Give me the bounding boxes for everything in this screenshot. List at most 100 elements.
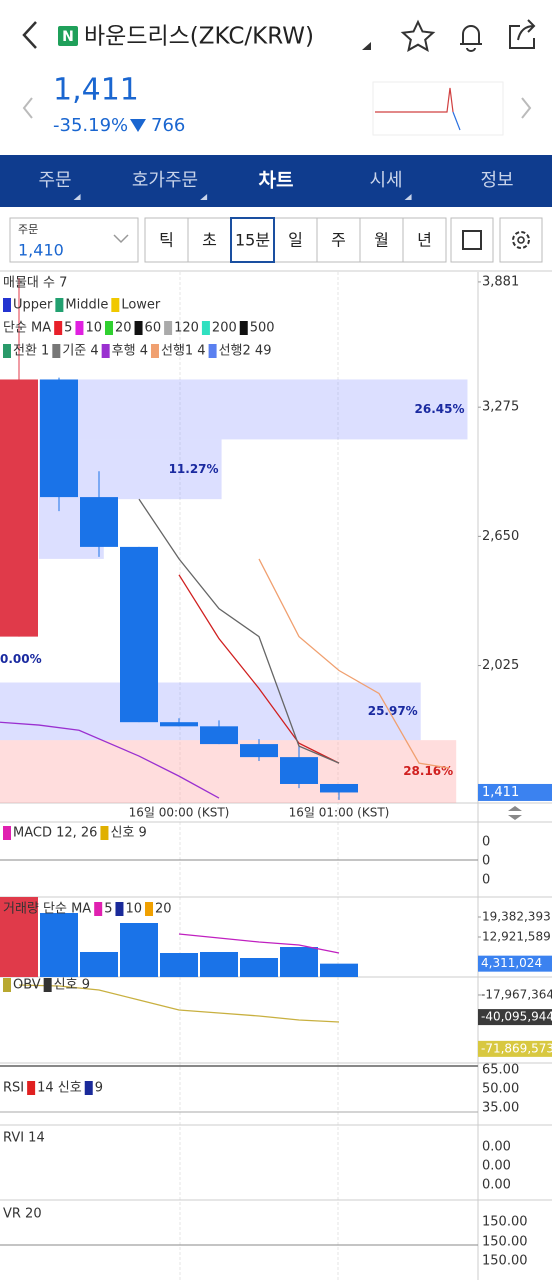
interval-label: 주 (331, 231, 346, 250)
macd-label: 0 (482, 835, 490, 850)
vr-label: 150.00 (482, 1215, 528, 1230)
settings-button[interactable] (499, 217, 543, 263)
legend-label: Lower (121, 298, 161, 313)
legend-label: 20 (115, 321, 132, 336)
tabs: 주문 호가주문 차트 시세 정보 (38, 170, 514, 200)
favorite-button[interactable] (400, 19, 436, 52)
legend-swatch (43, 978, 52, 992)
back-button[interactable] (22, 21, 37, 49)
volume-bar (280, 947, 318, 977)
rsi-label: 65.00 (482, 1063, 519, 1078)
candle-body (200, 726, 238, 745)
share-button[interactable] (509, 19, 536, 49)
macd-label: 0 (482, 873, 490, 888)
volume-profile-bar (39, 379, 468, 440)
volume-profile-label: 0.00% (0, 652, 42, 666)
indicator-line (138, 498, 340, 764)
y-tick-label: 2,650 (482, 529, 519, 544)
y-tick-label: -71,869,573 (481, 1041, 552, 1055)
prev-coin[interactable] (22, 97, 33, 119)
badge-bg (58, 26, 78, 46)
draw-button[interactable] (450, 217, 494, 263)
legend-swatch (201, 321, 210, 335)
rvi-title: RVI 14 (3, 1131, 45, 1146)
legend-label: 10 (85, 321, 102, 336)
legend-swatch (101, 344, 110, 358)
select-chevron (113, 234, 129, 244)
legend-label: 9 (95, 1081, 103, 1096)
legend-label: 후행 4 (112, 343, 148, 359)
tab[interactable]: 주문 (38, 170, 71, 191)
legend-label: 5 (104, 902, 112, 917)
candle-body (320, 783, 358, 793)
volume-profile-label: 26.45% (415, 402, 465, 416)
legend-swatch (84, 1081, 93, 1095)
legend-swatch (3, 826, 11, 840)
x-tick-label: 16일 01:00 (KST) (289, 806, 390, 820)
legend-swatch (3, 298, 11, 312)
coin-title[interactable]: 바운드리스(ZKC/KRW) (84, 24, 314, 50)
indicator-line (0, 721, 220, 799)
legend-swatch (3, 978, 11, 992)
legend-label: 20 (155, 902, 172, 917)
mini-chart-line-up (375, 87, 454, 113)
change: 766 (151, 115, 185, 136)
legend-label: 120 (174, 321, 199, 336)
volume-bar (320, 963, 358, 977)
legend-swatch (100, 826, 109, 840)
legend-label: 10 (125, 902, 142, 917)
interval-button[interactable] (316, 217, 361, 263)
order-select[interactable] (9, 217, 139, 263)
chart-title: 매물대 수 7 (3, 276, 67, 291)
y-tick-label: -40,095,944 (481, 1010, 552, 1024)
legend-swatch (115, 902, 124, 916)
volume-bar (240, 957, 278, 977)
legend-swatch (94, 902, 103, 916)
vr-label: 150.00 (482, 1254, 528, 1269)
legend-swatch (150, 344, 159, 358)
candle-body (0, 379, 38, 637)
alert-button[interactable] (460, 25, 482, 52)
tab[interactable]: 시세 (369, 170, 402, 191)
legend-label: 5 (64, 321, 72, 336)
next-coin[interactable] (521, 97, 532, 119)
interval-label: 틱 (159, 231, 174, 250)
last-price: 1,411 (482, 785, 519, 800)
legend-prefix: 거래량 단순 MA (3, 902, 91, 917)
badge: N (62, 29, 74, 45)
legend-swatch (75, 321, 84, 335)
interval-buttons: 틱 초 15분 일 주 월 년 (144, 217, 447, 263)
indicator-line (258, 558, 450, 769)
volume-profile-label: 28.16% (403, 764, 453, 778)
scale-toggle[interactable] (508, 806, 522, 820)
macd-label: 0 (482, 854, 490, 869)
candle-body (80, 497, 118, 547)
legend-label: 선행2 49 (219, 343, 272, 359)
tab-dropdown (200, 194, 208, 200)
tab[interactable]: 차트 (259, 170, 294, 192)
tab[interactable]: 호가주문 (132, 170, 198, 191)
interval-button[interactable] (402, 217, 447, 263)
order-select-label: 주문 (18, 223, 38, 236)
indicator-line (178, 574, 340, 764)
legend-swatch (164, 321, 173, 335)
volume-ma-line (178, 933, 340, 954)
tab-bar (0, 155, 552, 207)
tab[interactable]: 정보 (480, 170, 513, 191)
legend-label: MACD 12, 26 (13, 826, 97, 841)
legend-swatch (54, 321, 63, 335)
y-tick-label: 3,881 (482, 274, 519, 289)
settings-icon-center (517, 236, 525, 244)
tab-dropdown (73, 194, 81, 200)
legend-swatch (52, 344, 61, 358)
volume-profile-bar (0, 740, 457, 803)
y-tick-label: 3,275 (482, 400, 519, 415)
interval-button[interactable] (144, 217, 189, 263)
last-volume-box (478, 955, 552, 972)
volume-bar (0, 897, 38, 977)
last-price-box (478, 783, 552, 801)
legend-label: 신호 9 (54, 978, 90, 993)
legend-label: 기준 4 (62, 344, 98, 359)
